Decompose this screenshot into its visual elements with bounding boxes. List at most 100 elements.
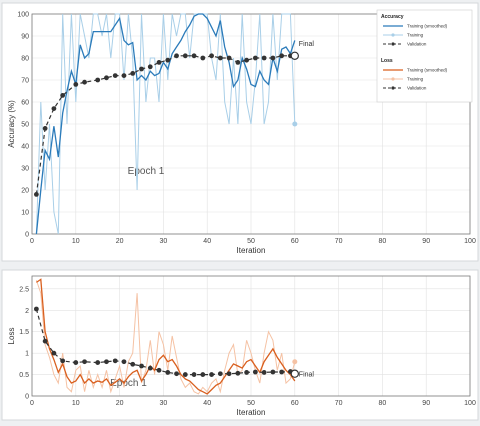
accuracy-plot: 0 10 20 30 40 50 60 70 80 90 100 0 10 20 30 40 50 60 70 80 9… <box>7 9 476 255</box>
validation-point <box>261 370 267 375</box>
y-axis-label: Loss <box>7 328 16 345</box>
x-tick-label: 20 <box>116 238 124 245</box>
validation-point <box>279 53 285 59</box>
validation-point <box>191 372 197 377</box>
validation-point <box>147 64 153 70</box>
validation-point <box>156 60 162 65</box>
x-tick-label: 70 <box>335 238 343 245</box>
legend-entry: Training (smoothed) <box>407 24 448 29</box>
x-tick-label: 0 <box>30 238 34 245</box>
x-tick-label: 80 <box>379 238 387 245</box>
validation-point <box>165 370 171 375</box>
validation-point <box>217 371 223 377</box>
x-tick-label: 80 <box>379 400 387 407</box>
validation-point <box>42 338 48 344</box>
validation-point <box>209 53 214 59</box>
x-tick-label: 30 <box>160 400 168 407</box>
validation-point <box>112 73 118 78</box>
validation-point <box>200 372 206 377</box>
validation-point <box>60 358 66 364</box>
legend-entry: Training <box>407 33 424 38</box>
final-training-point <box>292 359 298 365</box>
validation-point <box>130 71 136 76</box>
legend-swatch-marker <box>391 77 395 81</box>
x-tick-label: 70 <box>335 400 343 407</box>
x-axis-label: Iteration <box>237 408 266 417</box>
x-tick-label: 10 <box>72 238 80 245</box>
legend-swatch-marker <box>391 33 395 37</box>
validation-point <box>174 371 179 377</box>
y-tick-label: 60 <box>21 100 29 107</box>
legend-title: Loss <box>381 58 393 64</box>
y-tick-label: 20 <box>21 188 29 195</box>
final-label: Final <box>299 41 315 48</box>
series-training-raw-line <box>35 13 296 235</box>
y-tick-label: 2.5 <box>19 286 29 293</box>
y-tick-label: 0 <box>25 394 29 401</box>
validation-point <box>200 55 206 61</box>
x-tick-label: 90 <box>422 238 430 245</box>
plot-area-frame <box>31 13 471 235</box>
y-tick-label: 0.5 <box>19 372 29 379</box>
final-validation-marker <box>290 369 299 378</box>
validation-point <box>82 79 87 85</box>
legend-swatch-marker <box>391 42 395 46</box>
validation-point <box>252 369 258 375</box>
validation-point <box>226 55 232 61</box>
validation-point <box>130 361 136 367</box>
x-axis-label: Iteration <box>237 246 266 255</box>
y-tick-label: 1.5 <box>19 329 29 336</box>
legend-title: Accuracy <box>381 14 404 20</box>
validation-point <box>73 360 79 365</box>
x-tick-label: 10 <box>72 400 80 407</box>
y-tick-label: 40 <box>21 144 29 151</box>
legend-swatch-marker <box>391 86 395 90</box>
series-training-smoothed-line <box>35 13 296 235</box>
validation-point <box>147 365 153 371</box>
validation-point <box>42 125 48 131</box>
validation-point <box>51 106 57 111</box>
validation-point <box>73 82 79 87</box>
validation-point <box>217 55 223 61</box>
validation-point <box>226 371 232 377</box>
x-tick-label: 100 <box>464 400 476 407</box>
validation-point <box>95 360 101 365</box>
final-training-point <box>292 121 298 127</box>
y-axis-label: Accuracy (%) <box>7 100 16 148</box>
x-tick-label: 60 <box>291 400 299 407</box>
final-label: Final <box>299 372 315 379</box>
y-tick-label: 90 <box>21 34 29 41</box>
validation-point <box>209 372 214 377</box>
y-tick-label: 2 <box>25 308 29 315</box>
x-tick-label: 50 <box>247 238 255 245</box>
validation-point <box>156 367 162 373</box>
y-tick-label: 50 <box>21 122 29 129</box>
x-tick-label: 30 <box>160 238 168 245</box>
validation-point <box>104 359 109 365</box>
validation-point <box>279 369 285 375</box>
validation-point <box>95 77 101 83</box>
y-tick-label: 80 <box>21 56 29 63</box>
y-tick-label: 0 <box>25 232 29 239</box>
x-tick-label: 20 <box>116 400 124 407</box>
validation-point <box>244 57 250 63</box>
y-tick-label: 100 <box>17 12 29 19</box>
epoch-label: Epoch 1 <box>110 378 147 389</box>
plot-area-frame <box>31 275 471 397</box>
x-tick-label: 0 <box>30 400 34 407</box>
validation-point <box>235 60 241 65</box>
epoch-label: Epoch 1 <box>128 166 165 177</box>
validation-point <box>261 55 267 61</box>
legend-entry: Validation <box>407 86 427 91</box>
legend-entry: Training (smoothed) <box>407 68 448 73</box>
x-tick-label: 40 <box>203 400 211 407</box>
x-tick-label: 50 <box>247 400 255 407</box>
validation-point <box>51 350 57 356</box>
validation-point <box>244 370 250 375</box>
validation-point <box>112 358 118 364</box>
validation-point <box>139 363 144 369</box>
validation-point <box>60 93 66 98</box>
validation-point <box>252 55 258 61</box>
validation-point <box>191 53 197 59</box>
legend-entry: Training <box>407 77 424 82</box>
